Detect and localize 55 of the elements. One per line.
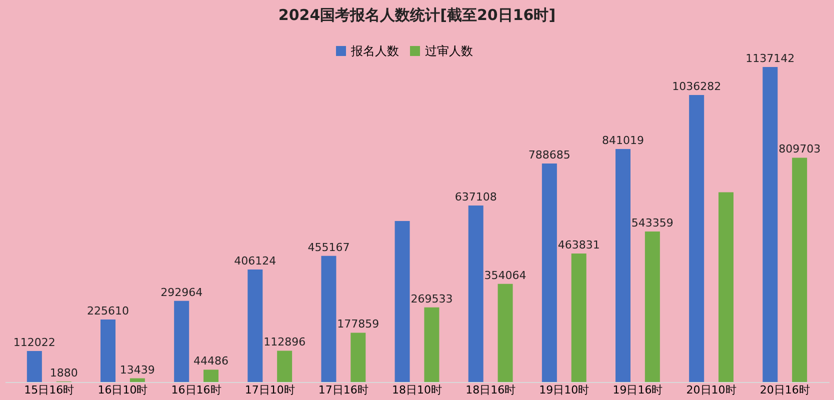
bar [424,307,440,382]
bar [100,320,116,382]
data-label: 269533 [410,292,453,306]
bar [130,378,145,382]
x-tick-label: 20日16时 [760,384,810,396]
bar [26,350,42,382]
bar [468,206,484,382]
data-label: 809703 [778,142,821,156]
data-label: 354064 [484,268,526,282]
data-label: 543359 [631,216,674,230]
data-label: 1137142 [746,52,795,65]
data-label: 13439 [120,363,155,376]
data-label: 455167 [308,240,350,254]
bar [498,284,513,382]
data-label: 225610 [87,304,129,318]
data-label: 1880 [50,366,78,380]
data-label: 637108 [454,190,497,204]
bar [321,256,336,382]
data-label: 406124 [234,254,276,268]
legend-label: 过审人数 [425,44,473,58]
bar [394,221,410,382]
bar [718,192,734,382]
data-label: 112896 [264,336,306,349]
bar [571,254,586,382]
bar [350,332,366,382]
bar [616,149,630,382]
data-label: 177859 [337,318,380,331]
bar [174,300,190,382]
bar [762,67,778,382]
data-label: 841019 [602,134,644,148]
bar [792,158,808,382]
bar [204,370,218,382]
bar [248,270,263,382]
x-tick-label: 17日10时 [244,384,295,396]
bar [542,164,557,382]
x-tick-label: 17日16时 [318,384,368,396]
bar [277,350,292,382]
x-tick-label: 16日10时 [98,384,148,396]
data-label: 1036282 [672,80,722,93]
bar [644,231,660,382]
data-label: 112022 [13,336,56,349]
legend-label: 报名人数 [350,44,399,58]
x-tick-label: 16日16时 [171,384,222,396]
bar [689,94,704,382]
data-label: 788685 [528,148,570,162]
data-label: 292964 [160,286,203,299]
x-tick-label: 15日16时 [24,384,74,396]
data-label: 44486 [194,354,228,368]
data-label: 463831 [558,238,600,252]
x-tick-label: 19日16时 [612,384,663,396]
x-tick-label: 18日10时 [392,384,442,396]
x-tick-label: 19日10时 [539,384,590,396]
x-tick-label: 18日16时 [466,384,516,396]
chart-title: 2024国考报名人数统计[截至20日16时] [278,6,556,24]
x-tick-label: 20日10时 [686,384,736,396]
